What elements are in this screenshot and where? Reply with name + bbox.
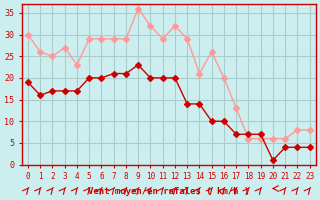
X-axis label: Vent moyen/en rafales ( km/h ): Vent moyen/en rafales ( km/h ) (88, 187, 250, 196)
